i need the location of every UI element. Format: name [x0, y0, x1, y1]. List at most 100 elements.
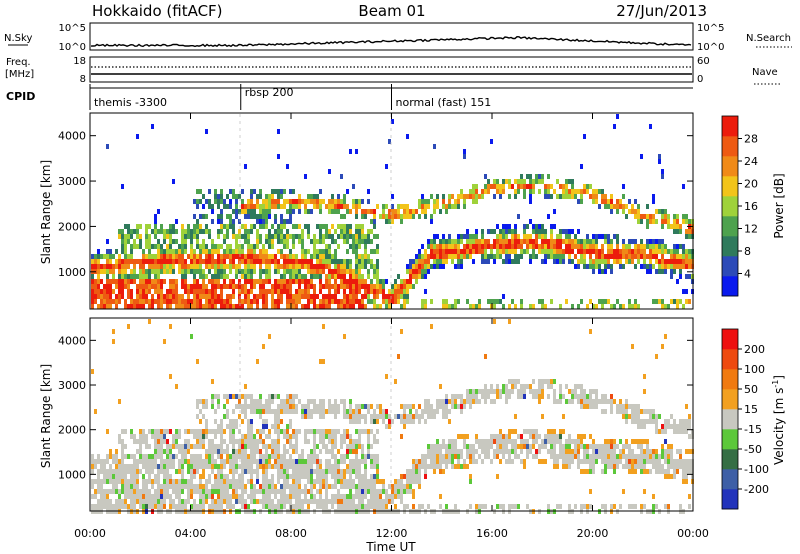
echo-cell — [136, 479, 139, 484]
echo-cell — [241, 484, 244, 489]
echo-cell — [343, 454, 346, 459]
velocity-ylabel: Slant Range [km] — [39, 364, 53, 468]
echo-cell — [205, 304, 208, 309]
date-title: 27/Jun/2013 — [616, 2, 707, 20]
echo-cell — [646, 444, 649, 449]
echo-cell — [148, 234, 151, 239]
echo-cell — [580, 389, 583, 394]
echo-cell — [274, 429, 277, 434]
echo-cell — [103, 459, 106, 464]
y-tick-label: 2000 — [58, 424, 86, 437]
echo-cell — [274, 439, 277, 444]
echo-cell — [385, 424, 388, 429]
echo-cell — [202, 239, 205, 244]
echo-cell — [286, 404, 289, 409]
echo-cell — [379, 489, 382, 494]
echo-cell — [634, 504, 637, 509]
echo-cell — [259, 439, 262, 444]
echo-cell — [253, 449, 256, 454]
echo-cell — [157, 244, 160, 249]
echo-cell — [151, 269, 154, 274]
echo-cell — [439, 449, 442, 454]
echo-cell — [301, 499, 304, 504]
echo-cell — [295, 234, 298, 239]
echo-cell — [259, 449, 262, 454]
echo-cell — [646, 254, 649, 259]
echo-cell — [226, 444, 229, 449]
echo-cell — [313, 399, 316, 404]
echo-cell — [625, 204, 628, 209]
echo-cell — [253, 434, 256, 439]
echo-cell — [217, 259, 220, 264]
echo-cell — [172, 269, 175, 274]
echo-cell — [163, 229, 166, 234]
echo-cell — [472, 304, 475, 309]
echo-cell — [475, 389, 478, 394]
echo-cell — [100, 459, 103, 464]
echo-cell — [628, 239, 631, 244]
echo-cell — [178, 304, 181, 309]
echo-cell — [130, 289, 133, 294]
echo-cell — [580, 394, 583, 399]
echo-cell — [166, 439, 169, 444]
echo-cell — [295, 484, 298, 489]
echo-cell — [514, 454, 517, 459]
echo-cell — [433, 254, 436, 259]
echo-cell — [283, 404, 286, 409]
echo-cell — [499, 394, 502, 399]
echo-cell — [145, 434, 148, 439]
echo-cell — [418, 269, 421, 274]
echo-cell — [190, 234, 193, 239]
echo-cell — [238, 404, 241, 409]
echo-cell — [199, 479, 202, 484]
echo-cell — [643, 449, 646, 454]
echo-cell — [553, 399, 556, 404]
echo-cell — [103, 254, 106, 259]
echo-cell — [205, 129, 208, 134]
echo-cell — [211, 464, 214, 469]
echo-cell — [673, 299, 676, 304]
echo-cell — [295, 499, 298, 504]
echo-cell — [322, 474, 325, 479]
echo-cell — [364, 244, 367, 249]
echo-cell — [463, 444, 466, 449]
echo-cell — [403, 409, 406, 414]
echo-cell — [418, 474, 421, 479]
echo-cell — [160, 489, 163, 494]
echo-cell — [355, 414, 358, 419]
echo-cell — [148, 494, 151, 499]
echo-cell — [244, 274, 247, 279]
x-tick-label: 12:00 — [376, 527, 408, 540]
echo-cell — [454, 404, 457, 409]
echo-cell — [229, 434, 232, 439]
echo-cell — [193, 299, 196, 304]
echo-cell — [220, 269, 223, 274]
echo-cell — [208, 449, 211, 454]
echo-cell — [595, 264, 598, 269]
echo-cell — [502, 259, 505, 264]
echo-cell — [289, 409, 292, 414]
echo-cell — [328, 449, 331, 454]
echo-cell — [169, 264, 172, 269]
echo-cell — [184, 479, 187, 484]
echo-cell — [112, 504, 115, 509]
echo-cell — [532, 244, 535, 249]
echo-cell — [589, 489, 592, 494]
echo-cell — [121, 489, 124, 494]
echo-cell — [151, 459, 154, 464]
echo-cell — [607, 204, 610, 209]
echo-cell — [250, 199, 253, 204]
echo-cell — [607, 454, 610, 459]
colorbar-tick-label: -200 — [744, 483, 769, 496]
echo-cell — [346, 224, 349, 229]
echo-cell — [187, 234, 190, 239]
echo-cell — [184, 444, 187, 449]
echo-cell — [163, 459, 166, 464]
echo-cell — [298, 259, 301, 264]
echo-cell — [634, 464, 637, 469]
echo-cell — [256, 449, 259, 454]
echo-cell — [109, 294, 112, 299]
x-tick-label: 20:00 — [577, 527, 609, 540]
echo-cell — [265, 224, 268, 229]
echo-cell — [289, 439, 292, 444]
